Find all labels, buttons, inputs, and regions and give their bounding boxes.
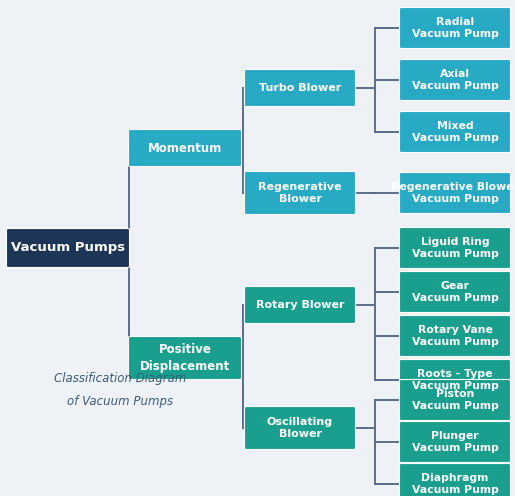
Text: Turbo Blower: Turbo Blower bbox=[259, 83, 341, 93]
FancyBboxPatch shape bbox=[129, 336, 242, 379]
Text: Liguid Ring
Vacuum Pump: Liguid Ring Vacuum Pump bbox=[411, 237, 499, 259]
FancyBboxPatch shape bbox=[400, 463, 510, 496]
FancyBboxPatch shape bbox=[400, 112, 510, 152]
Text: Momentum: Momentum bbox=[148, 141, 222, 154]
FancyBboxPatch shape bbox=[400, 228, 510, 268]
Text: Positive
Displacement: Positive Displacement bbox=[140, 343, 230, 373]
FancyBboxPatch shape bbox=[245, 69, 355, 107]
Text: Mixed
Vacuum Pump: Mixed Vacuum Pump bbox=[411, 121, 499, 143]
FancyBboxPatch shape bbox=[400, 379, 510, 421]
Text: Oscillating
Blower: Oscillating Blower bbox=[267, 417, 333, 439]
FancyBboxPatch shape bbox=[400, 360, 510, 400]
Text: Gear
Vacuum Pump: Gear Vacuum Pump bbox=[411, 281, 499, 304]
FancyBboxPatch shape bbox=[400, 315, 510, 357]
FancyBboxPatch shape bbox=[400, 271, 510, 312]
FancyBboxPatch shape bbox=[400, 422, 510, 462]
FancyBboxPatch shape bbox=[400, 60, 510, 101]
FancyBboxPatch shape bbox=[245, 407, 355, 449]
FancyBboxPatch shape bbox=[400, 173, 510, 213]
Text: Piston
Vacuum Pump: Piston Vacuum Pump bbox=[411, 388, 499, 411]
Text: Roots - Type
Vacuum Pump: Roots - Type Vacuum Pump bbox=[411, 369, 499, 391]
FancyBboxPatch shape bbox=[245, 287, 355, 323]
Text: Diaphragm
Vacuum Pump: Diaphragm Vacuum Pump bbox=[411, 473, 499, 496]
Text: Rotary Blower: Rotary Blower bbox=[256, 300, 344, 310]
FancyBboxPatch shape bbox=[7, 229, 129, 267]
Text: Regenerative
Blower: Regenerative Blower bbox=[258, 182, 342, 204]
FancyBboxPatch shape bbox=[129, 129, 242, 167]
Text: Regenerative Blower
Vacuum Pump: Regenerative Blower Vacuum Pump bbox=[391, 182, 515, 204]
FancyBboxPatch shape bbox=[400, 7, 510, 49]
Text: Axial
Vacuum Pump: Axial Vacuum Pump bbox=[411, 68, 499, 91]
Text: Radial
Vacuum Pump: Radial Vacuum Pump bbox=[411, 16, 499, 39]
Text: Plunger
Vacuum Pump: Plunger Vacuum Pump bbox=[411, 431, 499, 453]
Text: Rotary Vane
Vacuum Pump: Rotary Vane Vacuum Pump bbox=[411, 324, 499, 347]
FancyBboxPatch shape bbox=[245, 172, 355, 214]
Text: Classification Diagram
of Vacuum Pumps: Classification Diagram of Vacuum Pumps bbox=[54, 372, 186, 408]
Text: Vacuum Pumps: Vacuum Pumps bbox=[11, 242, 125, 254]
